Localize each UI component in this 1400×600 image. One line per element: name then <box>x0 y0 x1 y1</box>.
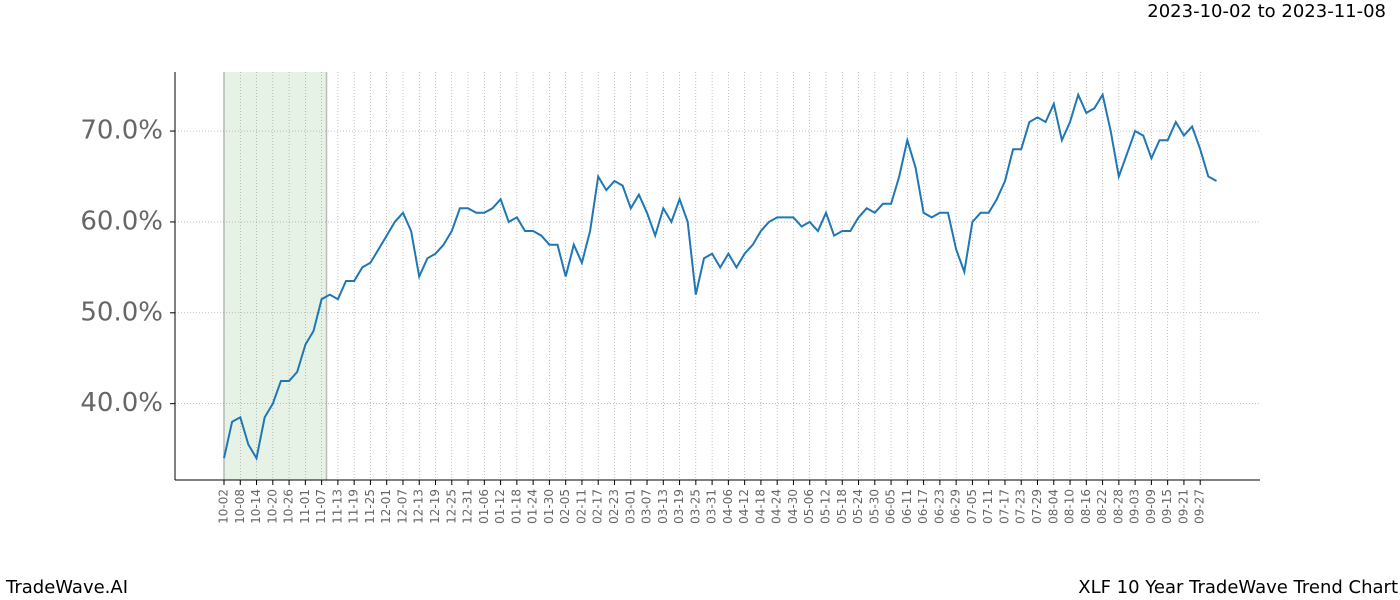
x-tick-label: 05-12 <box>818 489 832 524</box>
x-tick-label: 11-01 <box>298 489 312 524</box>
x-tick-label: 08-16 <box>1079 489 1093 524</box>
footer-right: XLF 10 Year TradeWave Trend Chart <box>1078 577 1398 598</box>
x-tick-label: 11-13 <box>330 489 344 524</box>
x-tick-label: 12-07 <box>395 489 409 524</box>
x-tick-label: 02-11 <box>574 489 588 524</box>
x-tick-label: 08-22 <box>1095 489 1109 524</box>
x-tick-label: 07-17 <box>997 489 1011 524</box>
x-tick-label: 10-14 <box>249 489 263 524</box>
x-tick-label: 12-25 <box>444 489 458 524</box>
x-tick-label: 05-24 <box>851 489 865 524</box>
x-tick-label: 07-05 <box>965 489 979 524</box>
x-tick-label: 03-19 <box>672 489 686 524</box>
x-tick-label: 03-07 <box>640 489 654 524</box>
x-tick-label: 05-18 <box>835 489 849 524</box>
x-tick-label: 12-31 <box>461 489 475 524</box>
x-tick-label: 01-24 <box>526 489 540 524</box>
x-tick-label: 01-12 <box>493 489 507 524</box>
x-tick-label: 10-08 <box>233 489 247 524</box>
x-tick-label: 02-05 <box>558 489 572 524</box>
footer-left: TradeWave.AI <box>5 577 128 598</box>
x-tick-label: 04-24 <box>770 489 784 524</box>
x-tick-label: 06-17 <box>916 489 930 524</box>
x-tick-label: 10-26 <box>282 489 296 524</box>
x-tick-label: 11-19 <box>347 489 361 524</box>
x-tick-label: 01-18 <box>509 489 523 524</box>
x-tick-label: 12-01 <box>379 489 393 524</box>
x-tick-label: 04-18 <box>753 489 767 524</box>
x-tick-label: 10-02 <box>217 489 231 524</box>
x-tick-label: 06-23 <box>932 489 946 524</box>
x-tick-label: 03-31 <box>705 489 719 524</box>
x-tick-label: 08-04 <box>1046 489 1060 524</box>
highlight-span <box>224 72 327 480</box>
x-tick-label: 03-25 <box>688 489 702 524</box>
x-tick-label: 07-11 <box>981 489 995 524</box>
plot-area: 40.0% 50.0% 60.0% 70.0% 10-02 10-08 10-14 10-20… <box>80 72 1260 524</box>
x-tick-label: 09-15 <box>1160 489 1174 524</box>
x-tick-label: 11-07 <box>314 489 328 524</box>
x-tick-label: 06-05 <box>884 489 898 524</box>
x-tick-label: 05-30 <box>867 489 881 524</box>
x-tick-label: 09-21 <box>1176 489 1190 524</box>
x-tick-label: 09-03 <box>1128 489 1142 524</box>
x-tick-label: 03-01 <box>623 489 637 524</box>
x-tick-label: 12-19 <box>428 489 442 524</box>
x-tick-label: 07-23 <box>1014 489 1028 524</box>
x-tick-label: 01-30 <box>542 489 556 524</box>
x-tick-label: 08-10 <box>1063 489 1077 524</box>
x-tick-label: 05-06 <box>802 489 816 524</box>
x-tick-label: 08-28 <box>1111 489 1125 524</box>
x-tick-label: 02-17 <box>591 489 605 524</box>
x-tick-label: 04-12 <box>737 489 751 524</box>
y-tick-label: 60.0% <box>80 206 163 236</box>
x-tick-label: 12-13 <box>412 489 426 524</box>
x-tick-label: 01-06 <box>477 489 491 524</box>
x-tick-label: 09-27 <box>1193 489 1207 524</box>
x-tick-label: 07-29 <box>1030 489 1044 524</box>
x-tick-label: 04-30 <box>786 489 800 524</box>
x-tick-label: 03-13 <box>656 489 670 524</box>
y-tick-label: 70.0% <box>80 116 163 146</box>
x-tick-label: 06-11 <box>900 489 914 524</box>
x-tick-label: 02-23 <box>607 489 621 524</box>
x-tick-label: 09-09 <box>1144 489 1158 524</box>
x-tick-label: 04-06 <box>721 489 735 524</box>
x-tick-label: 10-20 <box>265 489 279 524</box>
y-tick-label: 50.0% <box>80 297 163 327</box>
x-tick-label: 11-25 <box>363 489 377 524</box>
y-tick-label: 40.0% <box>80 388 163 418</box>
chart-title: 2023-10-02 to 2023-11-08 <box>1147 1 1386 22</box>
x-tick-label: 06-29 <box>949 489 963 524</box>
data-line <box>223 91 1217 461</box>
